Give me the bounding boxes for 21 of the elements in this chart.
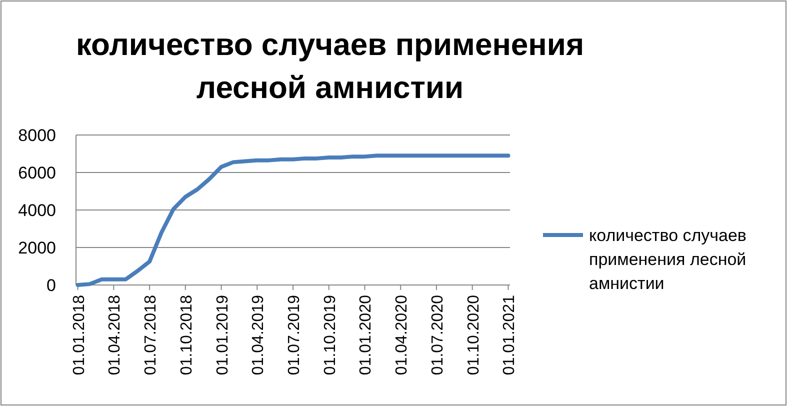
x-tick-label: 01.10.2020 bbox=[465, 294, 482, 376]
y-tick-label: 6000 bbox=[18, 163, 56, 182]
line-series bbox=[76, 154, 510, 287]
x-tick-label: 01.04.2018 bbox=[106, 294, 124, 376]
y-tick-label: 2000 bbox=[18, 238, 56, 258]
x-tick-label: 01.07.2019 bbox=[286, 294, 303, 376]
x-tick-label: 01.04.2019 bbox=[250, 294, 268, 376]
x-tick-label: 01.01.2021 bbox=[501, 294, 518, 376]
x-tick-label: 01.07.2020 bbox=[429, 294, 446, 376]
legend-label: количество случаев применения лесной амнистии bbox=[589, 226, 746, 293]
x-tick-label: 01.10.2019 bbox=[322, 294, 339, 376]
x-tick-label: 01.01.2019 bbox=[214, 294, 232, 376]
x-tick-label: 01.01.2018 bbox=[70, 294, 88, 376]
x-tick-label: 01.01.2020 bbox=[358, 294, 375, 376]
x-tick-label: 01.07.2018 bbox=[142, 294, 160, 376]
x-tick-label: 01.10.2018 bbox=[178, 294, 196, 376]
y-tick-label: 0 bbox=[46, 276, 56, 295]
chart-title: количество случаев применения лесной амнистии bbox=[76, 27, 584, 105]
y-tick-label: 4000 bbox=[18, 200, 56, 220]
x-tick-label: 01.04.2020 bbox=[394, 294, 411, 376]
y-tick-label: 8000 bbox=[18, 126, 56, 145]
